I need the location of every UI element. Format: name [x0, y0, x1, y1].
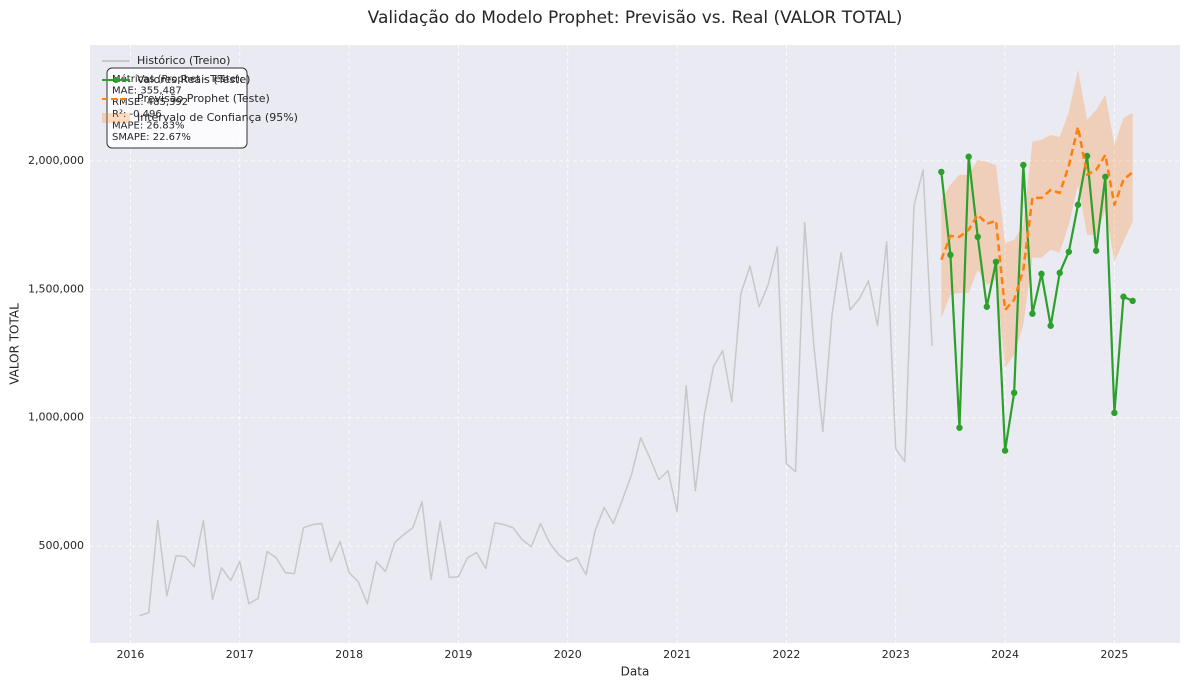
data-point — [1092, 247, 1100, 254]
data-point — [1074, 201, 1082, 208]
data-point — [1083, 152, 1091, 160]
data-point — [947, 251, 954, 259]
series-line — [940, 154, 1134, 452]
x-tick-label: 2016 — [116, 648, 144, 661]
data-point — [956, 424, 963, 431]
x-axis-label: Data — [621, 665, 650, 679]
legend-label: Intervalo de Confiança (95%) — [137, 111, 298, 124]
data-point — [1020, 161, 1027, 169]
data-point — [1047, 322, 1054, 329]
metric-text: MAPE: 26.83% — [112, 120, 185, 131]
confidence-band — [941, 69, 1133, 368]
metric-text: SMAPE: 22.67% — [112, 132, 191, 143]
data-point — [1129, 297, 1136, 305]
x-tick-label: 2022 — [772, 648, 800, 661]
legend-swatch — [102, 113, 130, 123]
data-point — [974, 233, 981, 241]
data-point — [983, 303, 991, 310]
x-tick-label: 2021 — [663, 648, 691, 661]
data-point — [1111, 409, 1118, 417]
x-tick-label: 2017 — [226, 648, 254, 661]
marks — [139, 69, 1136, 617]
legend-label: Previsão Prophet (Teste) — [137, 92, 270, 105]
legend-marker — [113, 77, 119, 83]
metric-text: Métricas (Prophet - Teste): — [112, 73, 243, 85]
data-point — [1056, 269, 1063, 277]
y-tick-label: 1,000,000 — [28, 411, 84, 424]
legend-label: Valores Reais (Teste) — [137, 73, 250, 86]
x-tick-label: 2025 — [1100, 648, 1128, 661]
data-point — [1010, 389, 1018, 397]
data-point — [1029, 310, 1036, 317]
data-point — [1065, 248, 1073, 255]
legend-label: Histórico (Treino) — [137, 54, 230, 67]
metric-text: R²: -0.496 — [112, 109, 162, 120]
y-tick-label: 1,500,000 — [28, 282, 84, 295]
series-line — [139, 169, 933, 617]
plot-area — [90, 45, 1180, 643]
data-point — [965, 153, 972, 160]
y-tick-label: 500,000 — [39, 539, 85, 552]
y-axis-label: VALOR TOTAL — [8, 303, 22, 385]
data-point — [1038, 270, 1045, 278]
x-tick-label: 2020 — [554, 648, 582, 661]
data-point — [938, 168, 945, 176]
metric-text: RMSE: 485,392 — [112, 97, 188, 108]
x-tick-label: 2018 — [335, 648, 363, 661]
x-tick-label: 2024 — [991, 648, 1019, 661]
overlay: Métricas (Prophet - Teste):MAE: 355,487R… — [102, 54, 298, 149]
data-point — [1001, 447, 1009, 454]
metrics-box — [106, 67, 248, 149]
data-point — [1120, 293, 1127, 300]
metric-text: MAE: 355,487 — [112, 86, 182, 97]
y-tick-label: 2,000,000 — [28, 154, 84, 167]
chart-title: Validação do Modelo Prophet: Previsão vs… — [368, 8, 903, 28]
data-point — [1102, 173, 1109, 180]
x-tick-label: 2019 — [444, 648, 472, 661]
data-point — [992, 258, 1000, 266]
series-line — [940, 125, 1134, 312]
x-tick-label: 2023 — [882, 648, 910, 661]
